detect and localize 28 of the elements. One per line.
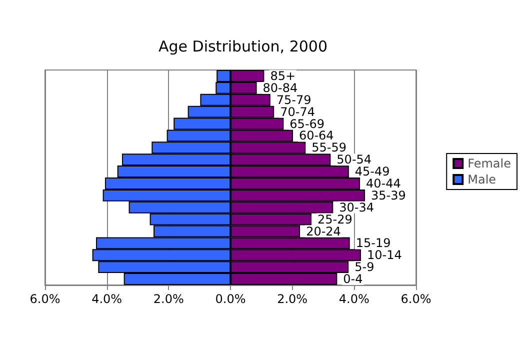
y-tick-label: 60-64 [298, 128, 334, 143]
x-tick-label: 4.0% [338, 292, 370, 306]
y-tick-label: 20-24 [306, 224, 341, 238]
y-tick-label: 5-9 [354, 260, 374, 274]
y-tick-label: 10-14 [366, 248, 402, 262]
y-tick-label: 40-44 [366, 176, 401, 190]
x-tick-label: 4.0% [92, 292, 122, 306]
chart-title: Age Distribution, 2000 [158, 38, 328, 56]
y-tick-label: 85+ [270, 68, 296, 83]
y-tick-label: 80-84 [262, 80, 298, 95]
y-tick-label: 35-39 [370, 188, 406, 202]
y-tick-label: 50-54 [336, 152, 372, 167]
y-tick-label: 25-29 [318, 212, 352, 226]
y-tick-label: 0-4 [343, 272, 363, 286]
legend-label: Male [468, 172, 496, 186]
y-tick-label: 15-19 [356, 236, 391, 250]
y-tick-label: 30-34 [339, 200, 374, 214]
x-tick-label: 6.0% [400, 292, 432, 306]
y-tick-label: 70-74 [280, 104, 315, 119]
y-tick-label: 65-69 [290, 116, 325, 131]
y-tick-label: 55-59 [312, 140, 347, 155]
legend-label: Female [468, 156, 511, 170]
y-tick-label: 45-49 [354, 164, 390, 179]
x-tick-label: 2.0% [277, 292, 308, 306]
x-tick-label: 0.0% [215, 292, 246, 306]
x-tick-label: 2.0% [153, 292, 184, 306]
x-tick-label: 6.0% [30, 292, 60, 306]
y-tick-label: 75-79 [276, 92, 312, 107]
